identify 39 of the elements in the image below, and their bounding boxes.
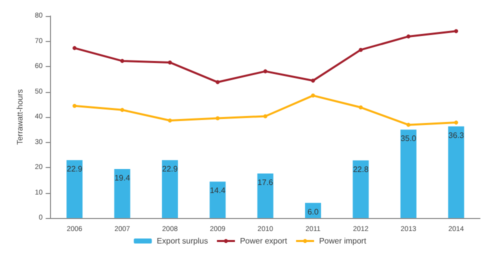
point (358, 48, 363, 52)
point (72, 46, 77, 50)
point (120, 108, 124, 112)
point (454, 120, 458, 125)
bar (162, 160, 178, 218)
point (263, 114, 268, 118)
point (406, 122, 410, 127)
point (168, 60, 172, 64)
point (216, 116, 220, 120)
point (168, 118, 172, 123)
point (454, 29, 458, 34)
data-label: 35.0 (400, 134, 417, 144)
bar (66, 160, 83, 218)
data-label: 22.8 (352, 164, 370, 174)
bar (257, 174, 274, 218)
data-label: 6.0 (307, 207, 320, 216)
legend-label: Export surplus (156, 236, 208, 246)
data-label: 22.9 (162, 164, 178, 174)
data-label: 22.9 (66, 164, 83, 174)
point (358, 105, 363, 110)
bar (352, 160, 369, 218)
legend-label: Power export (240, 236, 288, 246)
bar (448, 126, 464, 218)
point (311, 94, 316, 98)
data-label: 17.6 (258, 178, 274, 188)
data-label: 19.4 (114, 174, 131, 183)
data-label: 14.4 (210, 186, 226, 196)
point (120, 58, 124, 63)
data-label: 36.3 (448, 130, 464, 140)
point (72, 104, 77, 108)
point (263, 69, 268, 74)
point (406, 34, 410, 38)
point (216, 80, 220, 84)
bar (114, 169, 130, 218)
legend-label: Power import (319, 236, 367, 246)
y-axis-title: Terrawatt-hours (16, 89, 24, 145)
point (311, 78, 316, 83)
bar (210, 182, 226, 218)
bar (400, 130, 416, 218)
